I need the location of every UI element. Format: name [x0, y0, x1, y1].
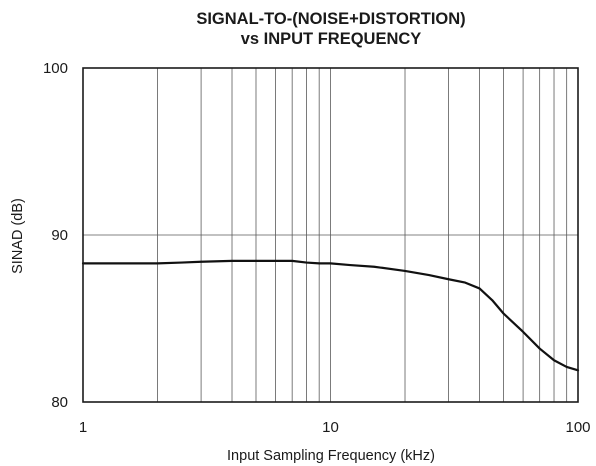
x-tick-label: 1: [79, 419, 87, 436]
x-tick-label: 100: [565, 419, 590, 436]
y-tick-label: 100: [43, 60, 68, 77]
tick-labels: 1 10 100 80 90 100: [43, 60, 591, 436]
chart-title-line-1: SIGNAL-TO-(NOISE+DISTORTION): [196, 10, 465, 28]
x-tick-label: 10: [322, 419, 339, 436]
y-tick-label: 90: [51, 227, 68, 244]
chart-title-line-2: vs INPUT FREQUENCY: [241, 30, 422, 48]
y-tick-label: 80: [51, 394, 68, 411]
x-axis-label: Input Sampling Frequency (kHz): [227, 448, 435, 464]
sinad-series-line: [81, 259, 580, 372]
grid-lines: [83, 68, 578, 402]
plot-frame: [82, 67, 579, 403]
y-axis-label: SINAD (dB): [10, 198, 26, 274]
series-layer: [81, 259, 580, 372]
